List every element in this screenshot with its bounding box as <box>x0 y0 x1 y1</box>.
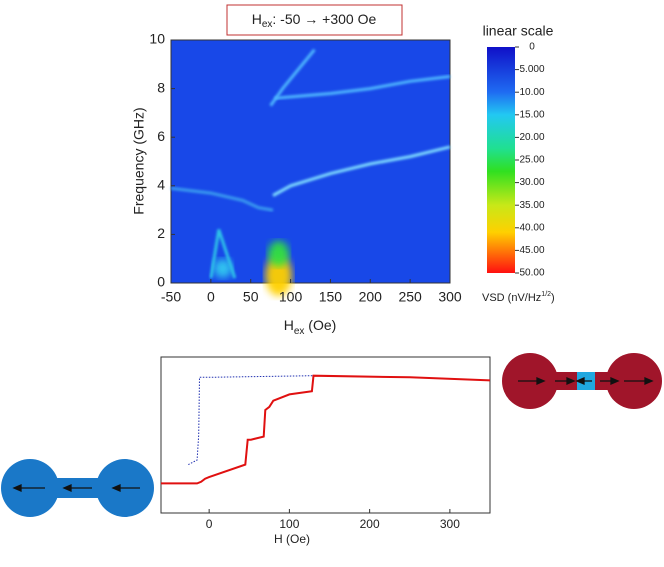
x-tick-label: 0 <box>207 289 215 305</box>
plot-frame <box>170 39 451 284</box>
intensity-peak <box>267 240 290 267</box>
x-tick-label: 100 <box>279 289 303 305</box>
title-suffix: : -50 → +300 Oe <box>272 11 376 27</box>
colorbar-tick-label: 50.00 <box>519 268 544 279</box>
colorbar-label-suffix: ) <box>551 292 555 304</box>
title-box <box>226 4 403 36</box>
colorbar-tick-label: 35.00 <box>519 200 544 211</box>
colorbar-tick-label: 0 <box>529 42 535 53</box>
x-axis-label: H (Oe) <box>274 532 310 546</box>
colorbar-label: VSD (nV/Hz1/2) <box>482 291 555 304</box>
y-tick-label: 2 <box>157 225 165 241</box>
colorbar-tick-label: 15.00 <box>519 109 544 120</box>
x-tick-label: -50 <box>161 289 181 305</box>
colorbar-label-prefix: VSD (nV/Hz <box>482 292 541 304</box>
data-line <box>188 375 314 466</box>
colorbar-tick-label: 20.00 <box>519 132 544 143</box>
colorbar-tick-label: 40.00 <box>519 222 544 233</box>
colorbar-tick-label: 10.00 <box>519 87 544 98</box>
x-tick-label: 50 <box>243 289 259 305</box>
resonance-mode <box>269 48 316 107</box>
x-tick-label: 200 <box>360 517 380 531</box>
y-tick-label: 4 <box>157 177 165 193</box>
x-label-prefix: H <box>284 317 294 333</box>
chart-title: Hex: -50 → +300 Oe <box>252 11 377 30</box>
x-tick-label: 300 <box>438 289 462 305</box>
resonance-mode <box>209 229 237 279</box>
magnet-diagram-right <box>502 353 662 409</box>
resonance-mode <box>274 75 451 100</box>
x-label-subscript: ex <box>294 326 305 337</box>
colorbar-tick-label: 45.00 <box>519 245 544 256</box>
colorbar-title: linear scale <box>483 23 554 39</box>
colorbar-tick-label: 30.00 <box>519 177 544 188</box>
intensity-peak <box>213 258 233 279</box>
x-tick-label: 200 <box>359 289 383 305</box>
colorbar-label-superscript: 1/2 <box>541 291 551 298</box>
colorbar-tick-label: 5.000 <box>519 64 544 75</box>
x-tick-label: 150 <box>319 289 343 305</box>
data-line <box>161 374 491 485</box>
y-tick-label: 6 <box>157 128 165 144</box>
y-axis-label: Frequency (GHz) <box>131 107 147 214</box>
colorbar-tick-label: 25.00 <box>519 155 544 166</box>
heatmap-layer <box>170 48 451 297</box>
x-tick-label: 100 <box>279 517 299 531</box>
x-tick-label: 0 <box>206 517 213 531</box>
x-tick-label: 250 <box>398 289 422 305</box>
y-tick-label: 10 <box>149 31 165 47</box>
x-axis-label: Hex (Oe) <box>284 317 337 337</box>
title-prefix: H <box>252 11 262 27</box>
y-tick-label: 0 <box>157 274 165 290</box>
resonance-mode <box>170 186 274 212</box>
heatmap-background <box>171 40 450 283</box>
title-subscript: ex <box>262 19 273 30</box>
resonance-mode <box>272 145 451 197</box>
magnet-diagram-left <box>1 459 154 517</box>
intensity-peak <box>265 255 293 297</box>
x-label-suffix: (Oe) <box>304 317 336 333</box>
plot-frame <box>160 356 491 514</box>
colorbar <box>487 47 515 273</box>
x-tick-label: 300 <box>440 517 460 531</box>
y-tick-label: 8 <box>157 79 165 95</box>
